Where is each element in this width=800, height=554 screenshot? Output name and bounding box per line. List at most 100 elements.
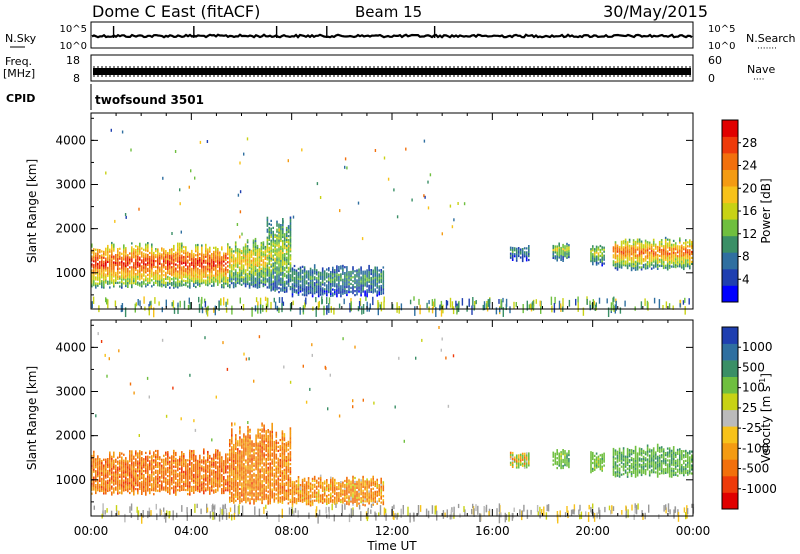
- power-echo-cell: [185, 264, 187, 267]
- vel-echo-cell: [229, 496, 231, 499]
- vel-echo-cell: [221, 466, 223, 469]
- power-echo-cell: [268, 236, 271, 239]
- power-echo-cell: [129, 262, 131, 265]
- power-echo-cell: [246, 239, 249, 242]
- power-echo-cell: [155, 281, 157, 284]
- vel-echo-cell: [229, 445, 231, 448]
- vel-echo-cell: [171, 463, 173, 466]
- power-echo-cell: [244, 253, 247, 256]
- power-echo-cell: [103, 272, 105, 275]
- power-echo-cell: [155, 275, 157, 278]
- power-echo-cell: [301, 275, 304, 278]
- power-echo-cell: [274, 249, 276, 252]
- power-echo-cell: [634, 256, 637, 259]
- power-echo-cell: [135, 278, 137, 281]
- vel-echo-cell: [185, 481, 187, 484]
- power-echo-cell: [139, 244, 141, 247]
- vel-echo-cell: [217, 453, 219, 456]
- power-echo-cell: [270, 279, 272, 282]
- vel-echo-cell: [205, 473, 207, 476]
- power-echo-cell: [97, 266, 99, 269]
- power-echo-cell: [268, 232, 271, 236]
- power-echo-cell: [199, 269, 201, 272]
- power-echo-cell: [131, 282, 133, 285]
- power-echo-cell: [338, 279, 340, 282]
- power-echo-cell: [143, 272, 145, 275]
- vel-echo-cell: [211, 487, 213, 490]
- power-echo-cell: [99, 272, 101, 275]
- vel-echo-cell: [105, 474, 107, 477]
- power-echo-cell: [560, 246, 562, 250]
- power-echo-cell: [195, 268, 197, 271]
- power-echo-cell: [597, 262, 600, 265]
- power-echo-cell: [141, 251, 143, 254]
- vel-echo-cell: [109, 467, 111, 470]
- power-echo-cell: [131, 270, 133, 273]
- power-ground-scatter: [440, 300, 443, 310]
- power-echo-cell: [242, 280, 245, 283]
- power-echo-cell: [236, 273, 239, 277]
- power-echo-cell: [266, 278, 269, 281]
- power-echo-cell: [234, 243, 237, 246]
- power-echo-cell: [268, 242, 271, 245]
- power-echo-cell: [289, 228, 292, 231]
- vel-echo-cell: [161, 458, 163, 461]
- vel-echo-cell: [95, 489, 97, 493]
- power-echo-cell: [91, 263, 93, 266]
- power-echo-cell: [358, 286, 360, 289]
- power-ground-scatter: [377, 305, 379, 316]
- vel-echo-cell: [223, 464, 225, 467]
- vel-echo-cell: [141, 468, 143, 472]
- power-echo-cell: [640, 254, 643, 257]
- vel-echo-cell: [231, 462, 233, 465]
- power-ground-scatter: [606, 298, 608, 304]
- vel-echo-cell: [199, 476, 201, 479]
- power-echo-cell: [107, 246, 109, 250]
- power-echo-cell: [95, 266, 97, 269]
- vel-echo-cell: [215, 455, 217, 458]
- power-echo-cell: [614, 257, 617, 260]
- power-echo-cell: [603, 246, 605, 249]
- power-echo-cell: [95, 278, 97, 281]
- power-echo-cell: [262, 273, 265, 276]
- power-echo-cell: [511, 258, 514, 261]
- power-echo-cell: [517, 251, 520, 254]
- power-echo-cell: [326, 284, 328, 287]
- vel-echo-cell: [129, 452, 131, 455]
- power-echo-cell: [219, 265, 221, 268]
- vel-echo-cell: [91, 454, 93, 458]
- power-echo-cell: [519, 248, 522, 251]
- power-echo-cell: [691, 250, 693, 254]
- power-echo-cell: [274, 271, 276, 274]
- power-echo-cell: [642, 252, 645, 255]
- power-echo-cell: [278, 255, 280, 258]
- power-sparse-echo: [236, 223, 239, 226]
- vel-echo-cell: [163, 460, 165, 463]
- power-echo-cell: [592, 245, 594, 248]
- vel-echo-cell: [137, 492, 139, 495]
- vel-echo-cell: [149, 476, 151, 479]
- power-echo-cell: [227, 279, 229, 282]
- power-ground-scatter: [273, 297, 275, 303]
- power-echo-cell: [285, 264, 288, 267]
- power-echo-cell: [664, 266, 667, 269]
- power-echo-cell: [289, 226, 292, 229]
- vel-echo-cell: [181, 457, 183, 460]
- vel-echo-cell: [147, 489, 149, 492]
- power-echo-cell: [171, 258, 173, 261]
- power-ground-scatter: [289, 303, 292, 312]
- vel-echo-cell: [179, 477, 181, 480]
- power-sparse-echo: [441, 232, 443, 236]
- power-ground-scatter: [372, 296, 374, 306]
- power-echo-cell: [289, 270, 292, 273]
- power-echo-cell: [274, 285, 276, 288]
- power-echo-cell: [163, 248, 165, 251]
- power-echo-cell: [568, 256, 570, 259]
- power-echo-cell: [654, 265, 657, 268]
- power-echo-cell: [376, 282, 378, 285]
- power-echo-cell: [169, 268, 171, 271]
- power-echo-cell: [232, 272, 235, 275]
- power-echo-cell: [115, 257, 117, 261]
- vel-echo-cell: [231, 493, 233, 497]
- power-echo-cell: [624, 244, 627, 247]
